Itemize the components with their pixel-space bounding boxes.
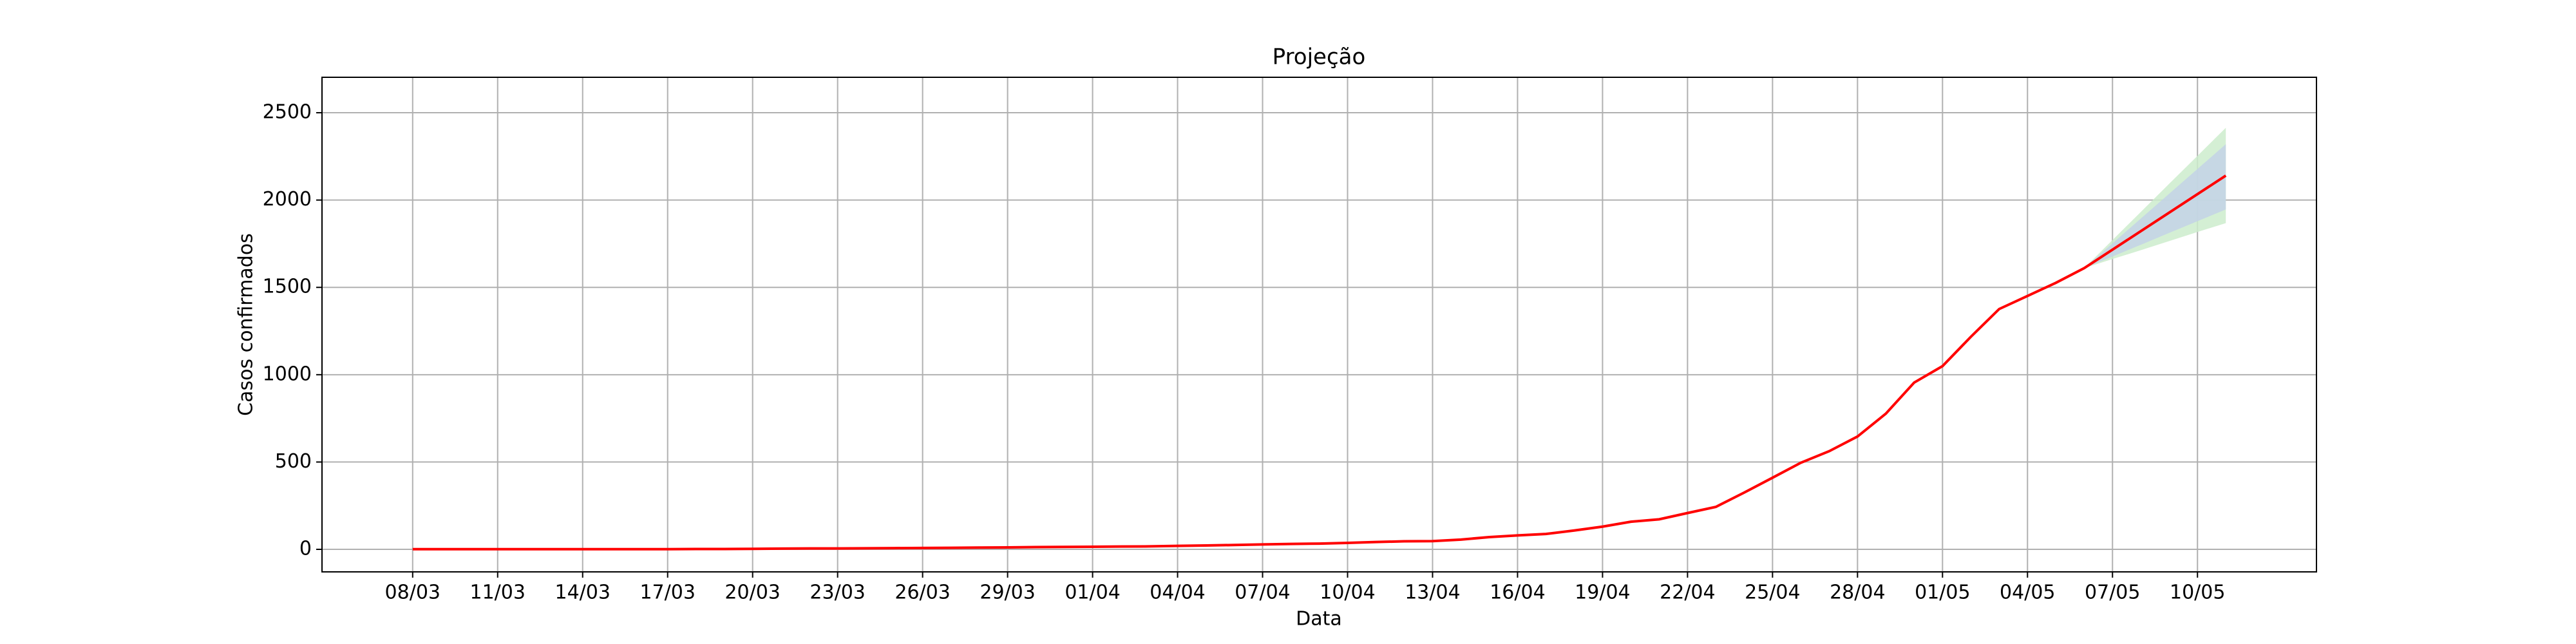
x-axis-label: Data [1296,608,1342,630]
confidence-band [2084,128,2226,269]
x-tick-label: 28/04 [1830,582,1885,604]
x-tick-label: 13/04 [1405,582,1460,604]
x-tick-label: 07/05 [2085,582,2140,604]
x-tick-label: 08/03 [385,582,440,604]
x-tick-label: 01/05 [1915,582,1970,604]
x-tick-label: 07/04 [1235,582,1290,604]
x-tick-label: 11/03 [470,582,526,604]
x-tick-label: 14/03 [554,582,610,604]
x-tick-label: 04/04 [1150,582,1205,604]
chart-title: Projeção [1273,44,1366,70]
x-tick-label: 10/04 [1320,582,1375,604]
line [412,175,2227,551]
y-tick-label: 500 [275,450,312,473]
x-tick-label: 10/05 [2170,582,2225,604]
y-tick-label: 1000 [263,363,312,385]
x-tick-label: 25/04 [1745,582,1800,604]
confidence-band [2084,144,2226,269]
x-tick-label: 17/03 [639,582,695,604]
plot-frame [321,77,2317,573]
x-tick-label: 20/03 [724,582,780,604]
x-tick-label: 04/05 [2000,582,2055,604]
x-tick-label: 23/03 [810,582,865,604]
x-tick-label: 19/04 [1575,582,1630,604]
y-tick-label: 1500 [263,276,312,298]
x-tick-label: 16/04 [1490,582,1545,604]
x-tick-label: 29/03 [980,582,1035,604]
x-tick-label: 22/04 [1660,582,1715,604]
x-tick-label: 01/04 [1065,582,1120,604]
y-tick-label: 0 [299,538,312,560]
y-tick-label: 2000 [263,188,312,211]
y-tick-label: 2500 [263,101,312,124]
x-tick-label: 26/03 [895,582,950,604]
y-axis-label: Casos confirmados [235,233,258,416]
